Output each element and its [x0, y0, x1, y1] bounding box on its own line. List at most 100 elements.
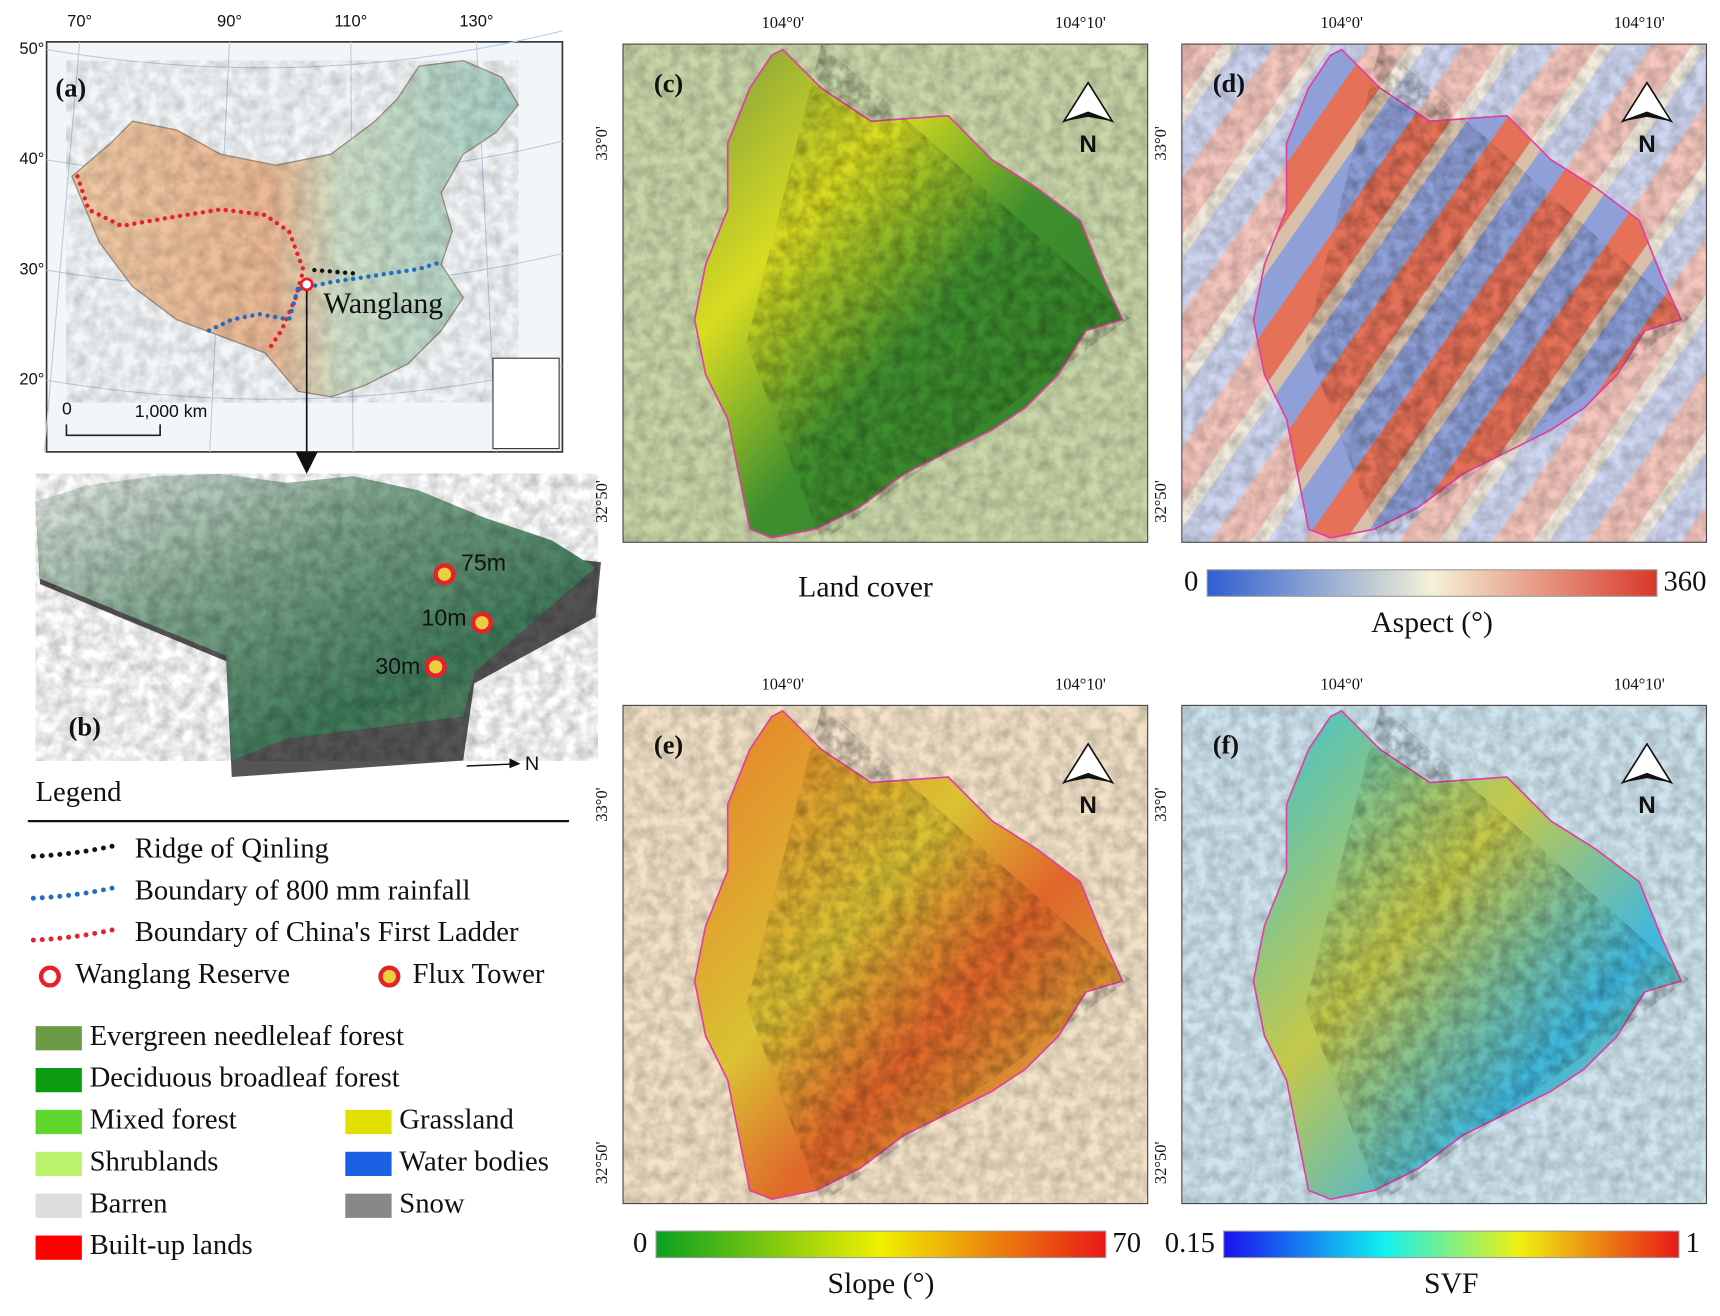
- map-body: N (c): [622, 43, 1149, 543]
- panel-label: (e): [654, 729, 683, 759]
- tower-label: 10m: [422, 605, 467, 631]
- colorbar-max: 1: [1686, 1227, 1700, 1259]
- legend-label: Built-up lands: [90, 1229, 253, 1261]
- lat-label: 50°: [19, 39, 44, 58]
- legend-label: Shrublands: [90, 1145, 219, 1177]
- legend-label: Evergreen needleleaf forest: [90, 1020, 404, 1052]
- panel-label: (d): [1213, 68, 1245, 98]
- map-frame: [1181, 704, 1708, 1205]
- lat-label: 33°0': [1151, 126, 1170, 160]
- panel-label: (c): [654, 68, 683, 98]
- lat-label: 20°: [19, 370, 44, 389]
- legend-label: Grassland: [399, 1104, 514, 1136]
- legend-swatch: [35, 1068, 82, 1093]
- colorbar-max: 360: [1663, 566, 1706, 598]
- map-body: N (f): [1181, 704, 1708, 1205]
- north-label: N: [1638, 792, 1656, 819]
- panel-a: (a) 70° 90° 110° 130° 50° 40° 30° 20° 0 1,000 km Wa…: [19, 11, 564, 474]
- legend-swatch: [35, 1109, 82, 1135]
- lon-label: 104°10': [1614, 674, 1665, 693]
- legend-line-sample: [30, 842, 119, 859]
- colorbar-max: 70: [1112, 1227, 1141, 1259]
- inset-frame: [492, 357, 560, 450]
- lon-label: 110°: [334, 11, 367, 30]
- lon-label: 104°0': [762, 13, 805, 32]
- lat-label: 40°: [19, 149, 44, 168]
- lon-label: 90°: [217, 11, 242, 30]
- flux-tower: [470, 611, 493, 634]
- scale-label: 1,000 km: [135, 401, 208, 421]
- colorbar: [1223, 1230, 1680, 1259]
- lat-label: 32°50': [1151, 1141, 1170, 1184]
- colorbar-caption: Slope (°): [827, 1267, 934, 1300]
- legend-label: Flux Tower: [413, 958, 545, 990]
- place-label: Wanglang: [323, 287, 443, 320]
- colorbar-min: 0: [1184, 566, 1198, 598]
- map-caption: Land cover: [798, 570, 933, 603]
- legend: Legend Ridge of Qinling Boundary of 800 mm…: [27, 776, 570, 1261]
- map-frame: [622, 43, 1149, 543]
- legend-label: Water bodies: [399, 1145, 549, 1177]
- panel-label: (b): [69, 712, 101, 742]
- lat-label: 30°: [19, 259, 44, 278]
- map-panel-0: N (c) 104°0' 104°10' 33°0' 32°50' Land cover: [592, 13, 1149, 603]
- legend-swatch: [35, 1151, 82, 1177]
- legend-reserve-marker: [38, 965, 61, 988]
- lon-label: 104°10': [1055, 13, 1106, 32]
- legend-label: Deciduous broadleaf forest: [90, 1062, 400, 1094]
- lat-label: 32°50': [1151, 480, 1170, 523]
- colorbar-min: 0.15: [1165, 1227, 1215, 1259]
- legend-line-sample: [30, 926, 119, 943]
- flux-tower: [424, 655, 447, 678]
- scale-label: 0: [62, 399, 72, 419]
- pointer-head: [295, 451, 318, 474]
- legend-label: Boundary of 800 mm rainfall: [135, 874, 471, 906]
- legend-label: Barren: [90, 1187, 168, 1219]
- north-label: N: [525, 753, 539, 775]
- legend-swatch: [35, 1235, 82, 1260]
- wanglang-marker: [299, 277, 314, 292]
- lat-label: 32°50': [592, 480, 611, 523]
- legend-title: Legend: [36, 776, 122, 808]
- qinling-ridge: [312, 267, 356, 276]
- legend-swatch: [35, 1026, 82, 1051]
- texture: [66, 60, 519, 403]
- map-body: N (d): [1181, 43, 1708, 543]
- legend-swatch: [35, 1193, 82, 1218]
- rainfall-boundary: [201, 286, 301, 336]
- legend-label: Snow: [399, 1187, 465, 1219]
- lon-label: 104°10': [1055, 674, 1106, 693]
- colorbar: [1206, 569, 1658, 597]
- legend-swatch: [345, 1193, 392, 1218]
- legend-label: Wanglang Reserve: [75, 958, 290, 990]
- legend-swatch: [345, 1151, 392, 1177]
- tower-label: 75m: [461, 549, 506, 575]
- lon-label: 104°0': [1320, 13, 1363, 32]
- lat-label: 32°50': [592, 1141, 611, 1184]
- rainfall-boundary: [297, 259, 446, 291]
- panel-label: (f): [1213, 729, 1239, 759]
- map-panel-3: N (f) 104°0' 104°10' 33°0' 32°50' 0.15 1 SVF: [1151, 674, 1708, 1300]
- lon-label: 70°: [67, 11, 92, 30]
- legend-label: Mixed forest: [90, 1104, 237, 1136]
- legend-label: Ridge of Qinling: [135, 832, 329, 864]
- lat-label: 33°0': [592, 126, 611, 160]
- lon-label: 104°0': [1320, 674, 1363, 693]
- north-label: N: [1638, 131, 1656, 158]
- colorbar-min: 0: [633, 1227, 647, 1259]
- legend-tower-marker: [378, 965, 401, 988]
- map-panel-2: N (e) 104°0' 104°10' 33°0' 32°50' 0 70 Slope (°): [592, 674, 1149, 1300]
- north-arrow-head: [509, 758, 521, 769]
- lat-label: 33°0': [592, 787, 611, 821]
- north-label: N: [1079, 131, 1097, 158]
- north-arrow-half: [1622, 773, 1672, 783]
- scale-bar: [65, 424, 161, 437]
- legend-label: Boundary of China's First Ladder: [135, 916, 519, 948]
- first-ladder-boundary: [75, 174, 306, 350]
- lon-label: 104°0': [762, 674, 805, 693]
- lon-label: 104°10': [1614, 13, 1665, 32]
- north-label: N: [1079, 792, 1097, 819]
- north-arrow-half: [1063, 773, 1113, 783]
- colorbar-caption: Aspect (°): [1371, 606, 1493, 639]
